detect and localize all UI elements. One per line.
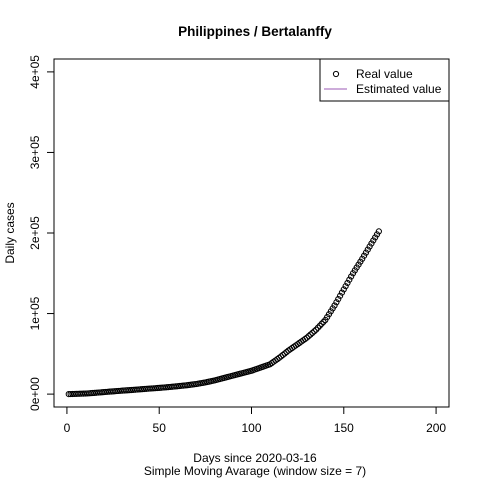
data-point <box>314 324 322 331</box>
x-tick-label: 100 <box>241 421 261 435</box>
data-point <box>303 334 310 341</box>
data-point <box>305 333 312 340</box>
data-point <box>359 255 366 262</box>
data-point <box>362 249 370 256</box>
data-point <box>335 295 342 303</box>
data-point <box>338 289 346 296</box>
data-point <box>372 234 379 241</box>
y-axis-label: Daily cases <box>3 202 17 263</box>
data-point <box>313 326 320 333</box>
data-point <box>318 320 325 327</box>
data-point <box>375 228 382 235</box>
y-tick-label: 2e+05 <box>28 216 42 250</box>
plot-frame <box>53 58 450 408</box>
data-point <box>366 243 373 250</box>
data-point <box>333 299 340 306</box>
data-point <box>342 283 349 290</box>
data-point <box>368 240 375 247</box>
data-point <box>309 329 316 336</box>
data-point <box>331 302 338 309</box>
data-point <box>307 331 314 338</box>
x-tick-label: 50 <box>153 421 167 435</box>
x-axis-label: Days since 2020-03-16 <box>193 451 317 465</box>
x-tick-label: 200 <box>426 421 446 435</box>
data-point <box>360 252 368 259</box>
chart-title: Philippines / Bertalanffy <box>178 24 332 39</box>
data-point <box>311 328 318 335</box>
data-point <box>370 237 377 244</box>
data-point <box>340 286 347 293</box>
x-tick-label: 0 <box>64 421 71 435</box>
data-point <box>344 279 351 287</box>
y-axis: 0e+00 1e+05 2e+05 3e+05 4e+05 <box>28 55 55 411</box>
legend-label-estimated: Estimated value <box>356 82 442 96</box>
x-axis: 0 50 100 150 200 <box>64 406 446 435</box>
data-point <box>348 273 355 280</box>
data-point <box>373 231 381 238</box>
legend: Real value Estimated value <box>319 58 450 102</box>
y-tick-label: 4e+05 <box>28 55 42 89</box>
x-tick-label: 150 <box>334 421 354 435</box>
data-points <box>65 228 382 398</box>
data-point <box>316 322 323 329</box>
y-tick-label: 3e+05 <box>28 135 42 169</box>
legend-label-real: Real value <box>356 67 413 81</box>
y-tick-label: 0e+00 <box>28 377 42 411</box>
y-tick-label: 1e+05 <box>28 296 42 330</box>
x-axis-sublabel: Simple Moving Avarage (window size = 7) <box>144 464 366 478</box>
data-point <box>364 246 371 253</box>
legend-box <box>319 58 450 102</box>
data-point <box>336 292 344 299</box>
legend-point-marker <box>332 70 340 78</box>
data-point <box>320 318 327 326</box>
data-point <box>346 276 353 283</box>
